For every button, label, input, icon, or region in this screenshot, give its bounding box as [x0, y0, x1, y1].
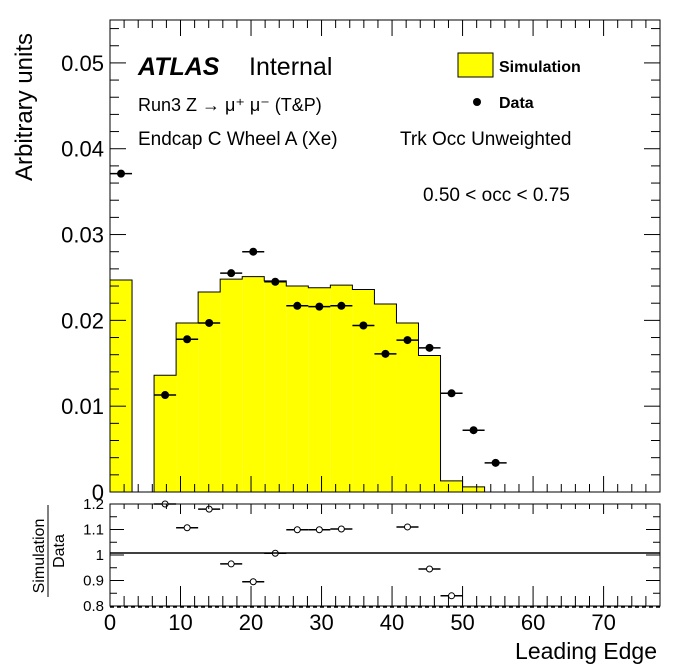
ratio-ylabel-denominator: Data — [51, 534, 68, 568]
x-axis-title: Leading Edge — [515, 638, 657, 664]
simulation-bin — [176, 322, 199, 492]
ratio-point — [293, 526, 301, 534]
simulation-bin — [220, 279, 243, 492]
atlas-label: ATLAS — [137, 53, 220, 81]
ratio-point — [448, 592, 456, 600]
data-point — [359, 321, 368, 330]
process-label: Run3 Z → μ⁺ μ⁻ (T&P) — [138, 95, 322, 115]
x-tick-label: 70 — [591, 610, 615, 635]
weighting-label: Trk Occ Unweighted — [400, 129, 571, 150]
selection-label: 0.50 < occ < 0.75 — [423, 185, 570, 206]
data-point — [469, 426, 478, 435]
simulation-bin — [110, 280, 133, 492]
legend-simulation-swatch — [457, 52, 494, 78]
simulation-bin — [286, 286, 309, 492]
x-tick-label: 40 — [380, 610, 404, 635]
ratio-y-tick-label: 1.2 — [83, 496, 104, 513]
data-point — [403, 336, 412, 345]
main-y-tick-label: 0.03 — [61, 223, 104, 248]
legend-data-label: Data — [499, 95, 534, 112]
simulation-bin — [308, 287, 331, 492]
main-y-tick-label: 0 — [92, 480, 104, 505]
data-point — [271, 277, 280, 286]
simulation-bin — [330, 285, 353, 492]
ratio-y-tick-label: 0.8 — [83, 598, 104, 615]
internal-label: Internal — [249, 53, 332, 81]
x-tick-label: 10 — [168, 610, 192, 635]
x-tick-label: 50 — [450, 610, 474, 635]
x-tick-label: 60 — [521, 610, 545, 635]
data-point — [447, 389, 456, 398]
data-point — [293, 301, 302, 310]
simulation-bin — [374, 304, 397, 492]
ratio-ylabel-numerator: Simulation — [31, 519, 48, 594]
data-point — [117, 169, 126, 178]
simulation-bin — [418, 355, 441, 492]
legend-data-marker — [473, 98, 481, 106]
ratio-point — [315, 526, 323, 534]
ratio-point — [403, 523, 411, 531]
legend-simulation-label: Simulation — [499, 59, 581, 76]
ratio-point — [249, 578, 257, 586]
x-tick-label: 30 — [309, 610, 333, 635]
main-y-tick-label: 0.01 — [61, 394, 104, 419]
ratio-y-tick-label: 1 — [96, 547, 104, 564]
ratio-frame — [109, 503, 661, 607]
ratio-point — [183, 524, 191, 532]
data-point — [227, 269, 236, 278]
ratio-point — [337, 525, 345, 533]
y-axis-title: Arbitrary units — [11, 33, 38, 181]
data-point — [315, 302, 324, 311]
simulation-bin — [154, 375, 177, 492]
x-tick-label: 0 — [104, 610, 116, 635]
data-point — [183, 335, 192, 344]
ratio-axis-ticks: 0.8 0.9 1 1.1 1.2 0 10 20 30 40 50 60 70 — [83, 496, 661, 635]
simulation-bin — [352, 289, 375, 492]
data-point — [491, 458, 500, 467]
ratio-points — [154, 500, 463, 600]
ratio-y-tick-label: 0.9 — [83, 573, 104, 590]
ratio-y-tick-label: 1.1 — [83, 522, 104, 539]
data-point — [381, 349, 390, 358]
ratio-point — [426, 565, 434, 573]
data-point — [337, 301, 346, 310]
simulation-bin — [462, 486, 485, 492]
simulation-bin — [396, 322, 419, 492]
ratio-point — [227, 560, 235, 568]
main-axis-ticks: 0 0.01 0.02 0.03 0.04 0.05 — [61, 20, 661, 505]
data-points — [110, 169, 507, 467]
simulation-bin — [242, 276, 265, 492]
simulation-bin — [264, 280, 287, 492]
main-y-tick-label: 0.05 — [61, 51, 104, 76]
main-y-tick-label: 0.02 — [61, 308, 104, 333]
simulation-histogram — [109, 276, 660, 493]
data-point — [425, 343, 434, 352]
simulation-bin — [198, 292, 221, 492]
data-point — [161, 391, 170, 400]
data-point — [249, 247, 258, 256]
region-label: Endcap C Wheel A (Xe) — [138, 129, 338, 150]
data-point — [205, 318, 214, 327]
x-tick-label: 20 — [239, 610, 263, 635]
main-frame — [109, 19, 661, 493]
main-y-tick-label: 0.04 — [61, 137, 104, 162]
simulation-bin — [440, 480, 463, 492]
